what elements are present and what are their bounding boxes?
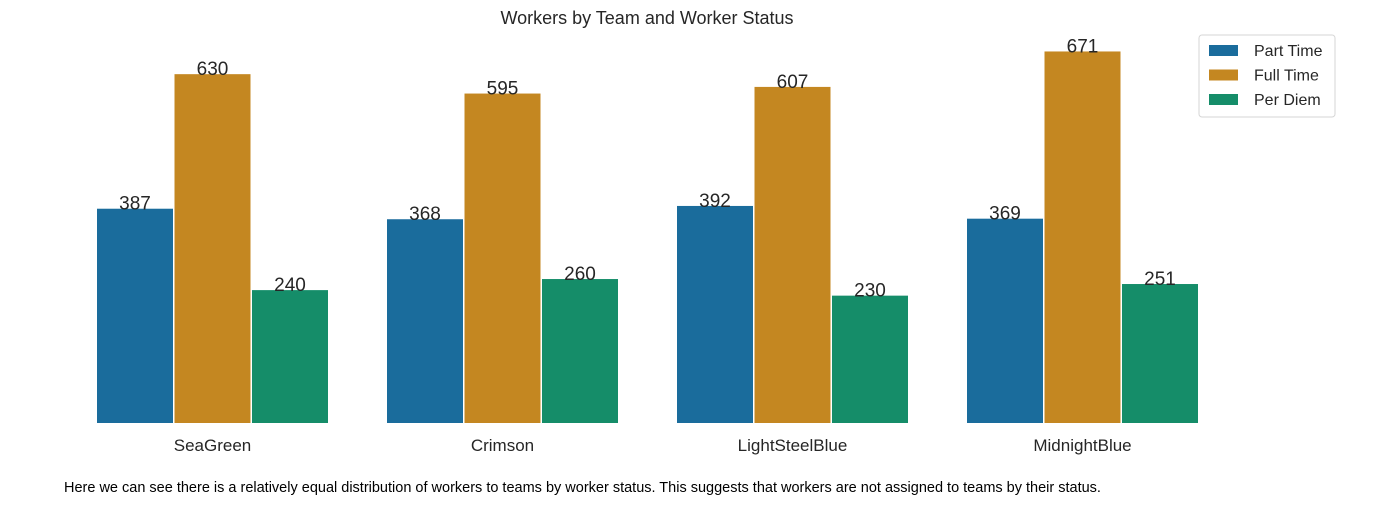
bar-seagreen-full-time [174, 74, 251, 423]
chart-title: Workers by Team and Worker Status [500, 8, 793, 28]
bar-crimson-per-diem [542, 279, 618, 423]
legend-swatch-part-time [1209, 45, 1238, 56]
bar-seagreen-per-diem [252, 290, 328, 423]
x-tick-label-seagreen: SeaGreen [174, 436, 252, 455]
x-tick-label-midnightblue: MidnightBlue [1033, 436, 1131, 455]
bar-value-label-seagreen-part-time: 387 [119, 194, 151, 215]
bar-crimson-part-time [387, 219, 463, 423]
legend: Part Time Full Time Per Diem [1198, 34, 1336, 118]
legend-label-part-time: Part Time [1254, 43, 1323, 60]
legend-label-per-diem: Per Diem [1254, 92, 1321, 109]
bar-seagreen-part-time [97, 208, 173, 423]
bar-value-label-crimson-full-time: 595 [487, 79, 519, 100]
legend-swatch-per-diem [1209, 94, 1238, 105]
bar-midnightblue-part-time [967, 218, 1043, 423]
bar-value-label-crimson-per-diem: 260 [564, 264, 596, 285]
bar-labels-group: 387 630 240 368 595 260 392 607 230 369 671 251 [119, 36, 1176, 301]
bar-value-label-seagreen-per-diem: 240 [274, 275, 306, 296]
bars-group [97, 51, 1198, 424]
bar-value-label-lightsteelblue-per-diem: 230 [854, 281, 886, 302]
x-tick-labels-group: SeaGreen Crimson LightSteelBlue MidnightBlu… [174, 436, 1132, 455]
bar-value-label-midnightblue-part-time: 369 [989, 204, 1021, 225]
bar-value-label-crimson-part-time: 368 [409, 204, 441, 225]
bar-lightsteelblue-part-time [677, 205, 753, 423]
bar-value-label-lightsteelblue-part-time: 392 [699, 191, 731, 212]
x-tick-label-crimson: Crimson [471, 436, 534, 455]
chart-caption: Here we can see there is a relatively eq… [64, 480, 1101, 496]
bar-crimson-full-time [464, 93, 541, 424]
bar-value-label-midnightblue-full-time: 671 [1067, 36, 1099, 57]
bar-midnightblue-full-time [1044, 51, 1121, 424]
bar-value-label-seagreen-full-time: 630 [197, 59, 229, 80]
bar-value-label-midnightblue-per-diem: 251 [1144, 269, 1176, 290]
bar-chart: Workers by Team and Worker Status 387 630… [97, 8, 1336, 455]
bar-value-label-lightsteelblue-full-time: 607 [777, 72, 809, 93]
bar-lightsteelblue-full-time [754, 86, 831, 423]
bar-lightsteelblue-per-diem [832, 295, 908, 423]
legend-label-full-time: Full Time [1254, 68, 1319, 85]
x-tick-label-lightsteelblue: LightSteelBlue [738, 436, 848, 455]
legend-swatch-full-time [1209, 69, 1238, 81]
bar-midnightblue-per-diem [1122, 284, 1198, 423]
